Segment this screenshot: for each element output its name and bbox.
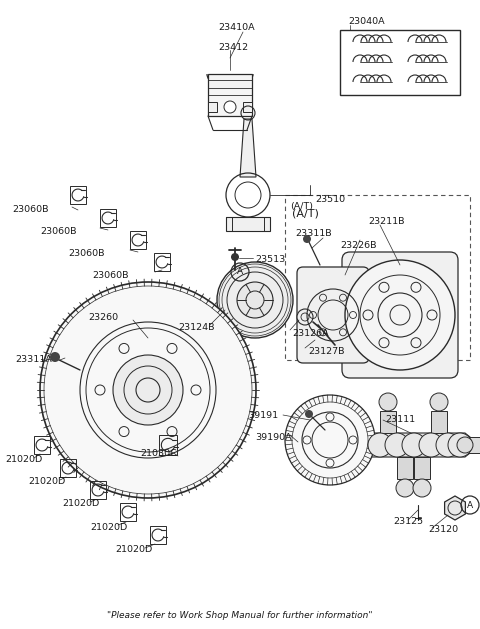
Circle shape bbox=[368, 433, 392, 457]
Text: A: A bbox=[467, 501, 473, 509]
Circle shape bbox=[217, 262, 293, 338]
Circle shape bbox=[385, 433, 409, 457]
Circle shape bbox=[113, 355, 183, 425]
Text: 23127B: 23127B bbox=[308, 347, 345, 355]
Text: 23410A: 23410A bbox=[218, 23, 254, 31]
Text: 23060B: 23060B bbox=[12, 206, 48, 214]
Bar bbox=[208, 74, 252, 116]
Text: 21020D: 21020D bbox=[115, 545, 152, 555]
Bar bbox=[465, 437, 480, 453]
Bar bbox=[159, 435, 177, 455]
Text: 23260: 23260 bbox=[88, 313, 118, 323]
Text: (A/T): (A/T) bbox=[292, 208, 319, 218]
Text: 23311A: 23311A bbox=[15, 355, 52, 364]
Text: 39191: 39191 bbox=[248, 411, 278, 420]
Text: 23211B: 23211B bbox=[368, 218, 405, 226]
Polygon shape bbox=[370, 433, 470, 457]
Circle shape bbox=[305, 410, 313, 418]
Circle shape bbox=[379, 393, 397, 411]
Text: 23124B: 23124B bbox=[178, 323, 215, 333]
Circle shape bbox=[436, 433, 460, 457]
Circle shape bbox=[457, 437, 473, 453]
Bar bbox=[120, 503, 136, 521]
Text: (A/T): (A/T) bbox=[290, 203, 313, 211]
Text: 21020D: 21020D bbox=[62, 499, 99, 508]
Circle shape bbox=[231, 253, 239, 261]
Circle shape bbox=[448, 433, 472, 457]
Circle shape bbox=[237, 282, 273, 318]
Bar bbox=[100, 209, 116, 227]
Text: 23060B: 23060B bbox=[92, 272, 129, 281]
Circle shape bbox=[430, 393, 448, 411]
Bar bbox=[35, 436, 49, 454]
FancyBboxPatch shape bbox=[297, 267, 369, 363]
Text: 23311B: 23311B bbox=[295, 228, 332, 238]
Circle shape bbox=[285, 395, 375, 485]
Circle shape bbox=[413, 479, 431, 497]
Bar bbox=[380, 411, 396, 433]
Bar bbox=[150, 526, 166, 544]
Text: 23226B: 23226B bbox=[340, 240, 376, 250]
Text: A: A bbox=[237, 267, 243, 277]
Text: 23412: 23412 bbox=[218, 43, 248, 52]
Text: 23111: 23111 bbox=[385, 416, 415, 425]
Bar bbox=[340, 30, 460, 95]
Circle shape bbox=[303, 235, 311, 243]
Polygon shape bbox=[240, 119, 256, 177]
Text: 23120: 23120 bbox=[428, 525, 458, 535]
Bar bbox=[71, 186, 85, 204]
Bar bbox=[60, 459, 76, 477]
Circle shape bbox=[50, 352, 60, 362]
Text: 23060B: 23060B bbox=[40, 228, 76, 237]
Text: 21020D: 21020D bbox=[90, 523, 127, 532]
Circle shape bbox=[396, 479, 414, 497]
Bar bbox=[431, 411, 447, 433]
Circle shape bbox=[297, 309, 313, 325]
Circle shape bbox=[419, 433, 443, 457]
Circle shape bbox=[40, 282, 256, 498]
Text: 23126A: 23126A bbox=[292, 328, 329, 338]
Bar bbox=[226, 217, 270, 231]
Text: 23510: 23510 bbox=[315, 196, 345, 204]
Polygon shape bbox=[444, 496, 466, 520]
Text: 23040A: 23040A bbox=[348, 18, 384, 26]
Text: "Please refer to Work Shop Manual for further information": "Please refer to Work Shop Manual for fu… bbox=[107, 611, 373, 620]
Bar bbox=[90, 481, 106, 499]
Bar bbox=[131, 231, 145, 249]
Text: 21020D: 21020D bbox=[28, 477, 65, 486]
Bar bbox=[208, 102, 217, 112]
Bar bbox=[414, 457, 430, 479]
Text: 21020D: 21020D bbox=[5, 455, 42, 464]
FancyBboxPatch shape bbox=[342, 252, 458, 378]
Bar bbox=[155, 253, 169, 271]
Bar bbox=[397, 457, 413, 479]
Text: 23060B: 23060B bbox=[68, 250, 105, 259]
Text: 21030C: 21030C bbox=[140, 448, 177, 457]
Text: 39190A: 39190A bbox=[255, 433, 292, 442]
Circle shape bbox=[224, 101, 236, 113]
Text: 23513: 23513 bbox=[255, 255, 285, 265]
Circle shape bbox=[345, 260, 455, 370]
Circle shape bbox=[402, 433, 426, 457]
Bar bbox=[243, 102, 252, 112]
Text: 23125: 23125 bbox=[393, 518, 423, 526]
